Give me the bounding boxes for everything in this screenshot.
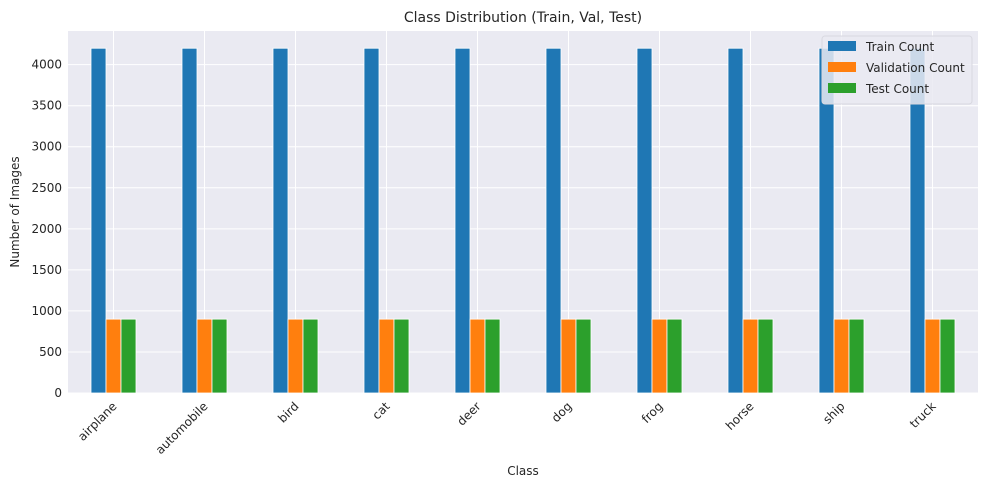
bar-frog-series-1: [651, 318, 668, 394]
bar-bird-series-1: [287, 318, 304, 394]
bar-automobile-series-0: [181, 47, 198, 394]
chart-title: Class Distribution (Train, Val, Test): [404, 10, 642, 26]
y-tick-label: 3500: [31, 99, 62, 113]
x-tick-label: horse: [723, 399, 757, 433]
y-tick-label: 1000: [31, 304, 62, 318]
y-tick-label: 4000: [31, 58, 62, 72]
bar-horse-series-1: [742, 318, 759, 394]
legend: Train Count Validation Count Test Count: [821, 35, 973, 105]
legend-box: [821, 35, 973, 105]
bar-dog-series-2: [575, 318, 592, 394]
bars: [90, 47, 956, 394]
bar-bird-series-2: [302, 318, 319, 394]
y-tick-label: 1500: [31, 263, 62, 277]
legend-swatch: [828, 41, 856, 51]
x-tick-label: cat: [370, 399, 393, 422]
bar-deer-series-1: [469, 318, 486, 394]
bar-airplane-series-1: [105, 318, 122, 394]
bar-ship-series-1: [833, 318, 850, 394]
y-tick-label: 2500: [31, 181, 62, 195]
bar-dog-series-0: [545, 47, 562, 394]
bar-horse-series-0: [727, 47, 744, 394]
legend-label: Train Count: [865, 40, 935, 54]
x-tick-label: dog: [549, 399, 575, 425]
x-tick-label: automobile: [153, 399, 211, 457]
bar-truck-series-1: [924, 318, 941, 394]
legend-label: Validation Count: [866, 61, 965, 75]
x-tick-label: ship: [820, 399, 847, 426]
x-tick-labels: airplane automobile bird cat deer dog frog hors…: [75, 399, 939, 457]
legend-swatch: [828, 83, 856, 93]
y-tick-labels: 0 500 1000 1500 2000 2500 3000 3500 4000: [31, 58, 62, 400]
y-tick-label: 2000: [31, 222, 62, 236]
y-tick-label: 3000: [31, 140, 62, 154]
bar-frog-series-2: [666, 318, 683, 394]
bar-cat-series-1: [378, 318, 395, 394]
y-axis-title: Number of Images: [8, 156, 22, 267]
x-tick-label: deer: [454, 399, 483, 428]
bar-automobile-series-1: [196, 318, 213, 394]
bar-cat-series-0: [363, 47, 380, 394]
legend-label: Test Count: [865, 82, 929, 96]
y-tick-label: 500: [39, 345, 62, 359]
bar-airplane-series-0: [90, 47, 107, 394]
x-tick-label: airplane: [75, 399, 119, 443]
x-axis-title: Class: [507, 464, 539, 478]
x-tick-label: frog: [639, 399, 666, 426]
bar-frog-series-0: [636, 47, 653, 394]
bar-deer-series-2: [484, 318, 501, 394]
x-tick-label: bird: [275, 399, 301, 425]
bar-automobile-series-2: [211, 318, 228, 394]
bar-airplane-series-2: [120, 318, 137, 394]
bar-dog-series-1: [560, 318, 577, 394]
bar-bird-series-0: [272, 47, 289, 394]
bar-ship-series-2: [848, 318, 865, 394]
legend-swatch: [828, 62, 856, 72]
bar-horse-series-2: [757, 318, 774, 394]
y-tick-label: 0: [54, 386, 62, 400]
bar-cat-series-2: [393, 318, 410, 394]
x-tick-label: truck: [907, 399, 939, 431]
bar-deer-series-0: [454, 47, 471, 394]
bar-truck-series-2: [939, 318, 956, 394]
